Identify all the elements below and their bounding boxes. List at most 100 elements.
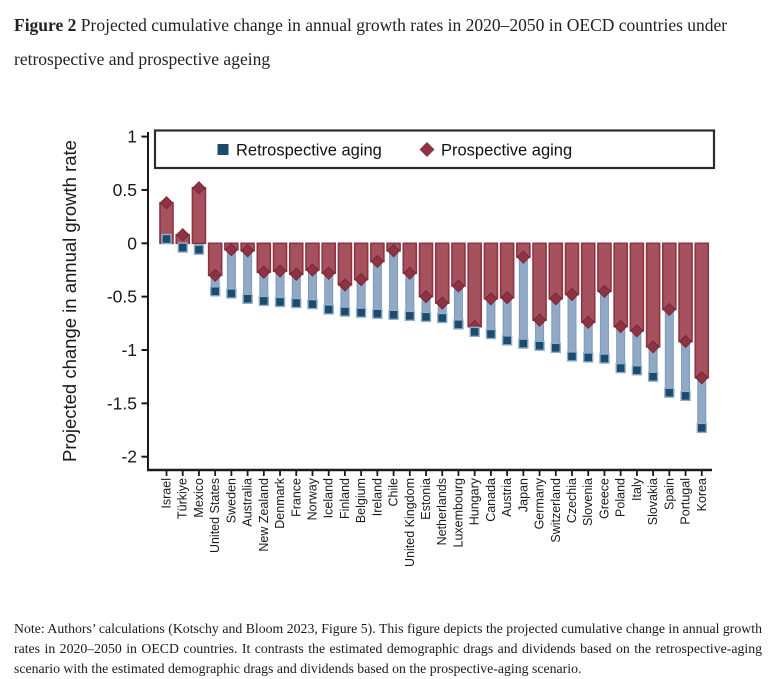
marker-netherlands-retrospective <box>437 312 448 324</box>
marker-italy-prospective <box>630 324 644 338</box>
marker-new-zealand-retrospective <box>258 295 270 307</box>
x-tick-label-mexico: Mexico <box>192 478 206 518</box>
marker-portugal-prospective <box>678 334 693 349</box>
y-tick-label: -1 <box>121 340 137 360</box>
marker-ireland-prospective <box>370 254 385 269</box>
y-tick-label: -2 <box>121 447 137 467</box>
y-tick-label: 0.5 <box>113 180 137 200</box>
marker-mexico-retrospective <box>193 244 205 255</box>
bar-estonia-prospective <box>418 242 434 298</box>
marker-poland-retrospective <box>615 362 626 374</box>
x-tick-label-hungary: Hungary <box>468 477 482 525</box>
marker-australia-prospective <box>240 244 255 258</box>
marker-canada-retrospective <box>485 328 497 340</box>
marker-netherlands-prospective <box>435 296 449 310</box>
x-tick-label-spain: Spain <box>662 478 676 510</box>
marker-norway-retrospective <box>307 298 318 310</box>
y-tick-label: 0 <box>127 233 137 253</box>
legend-box <box>153 129 716 170</box>
legend-retrospective-marker <box>217 144 229 155</box>
marker-portugal-retrospective <box>680 390 691 402</box>
y-axis-title: Projected change in annual growth rate <box>59 140 80 462</box>
marker-finland-prospective <box>338 278 352 292</box>
marker-austria-retrospective <box>501 335 513 346</box>
marker-poland-prospective <box>613 319 628 334</box>
x-tick-label-iceland: Iceland <box>322 478 336 518</box>
marker-t-rkiye-prospective <box>176 228 190 242</box>
marker-hungary-retrospective <box>469 326 480 338</box>
marker-mexico-prospective <box>192 181 206 195</box>
bar-greece-prospective <box>597 242 612 293</box>
marker-switzerland-retrospective <box>550 342 561 354</box>
bar-chart: 1 0.5 0 -0.5 -1 -1.5 -2 Projected change in ann… <box>59 127 716 567</box>
marker-spain-prospective <box>662 302 677 317</box>
x-tick-label-denmark: Denmark <box>273 477 287 528</box>
x-tick-label-australia: Australia <box>241 478 255 527</box>
marker-norway-prospective <box>305 263 320 277</box>
x-tick-label-japan: Japan <box>516 478 530 512</box>
marker-united-states-prospective <box>208 268 222 283</box>
marker-t-rkiye-retrospective <box>177 242 188 253</box>
marker-estonia-prospective <box>419 289 433 304</box>
x-tick-label-slovakia: Slovakia <box>646 478 660 525</box>
marker-france-retrospective <box>291 297 302 309</box>
x-tick-label-israel: Israel <box>160 478 174 509</box>
marker-slovenia-retrospective <box>583 352 594 363</box>
marker-israel-retrospective <box>161 233 172 245</box>
x-tick-label-slovenia: Slovenia <box>581 478 595 526</box>
figure-note: Note: Authors’ calculations (Kotschy and… <box>14 621 762 676</box>
x-tick-label-canada: Canada <box>484 478 498 522</box>
figure-caption: Figure 2 Projected cumulative change in … <box>14 8 748 76</box>
x-tick-label-luxembourg: Luxembourg <box>451 478 465 548</box>
marker-germany-prospective <box>532 313 547 327</box>
y-tick-label: -0.5 <box>107 287 137 307</box>
marker-sweden-prospective <box>224 242 239 257</box>
bar-korea-prospective <box>694 242 710 379</box>
x-tick-label-poland: Poland <box>614 478 628 517</box>
marker-ireland-retrospective <box>372 308 383 319</box>
bar-italy-prospective <box>629 242 645 332</box>
marker-luxembourg-prospective <box>451 279 466 293</box>
marker-sweden-retrospective <box>226 288 237 299</box>
bar-switzerland-prospective <box>548 242 564 300</box>
bar-mexico-prospective <box>191 187 207 245</box>
x-tick-label-ireland: Ireland <box>370 478 384 516</box>
x-tick-label-estonia: Estonia <box>419 478 433 520</box>
figure-label: Figure 2 <box>14 15 77 35</box>
marker-belgium-retrospective <box>355 307 367 318</box>
bar-portugal-prospective <box>678 242 693 343</box>
marker-united-kingdom-prospective <box>403 266 417 280</box>
figure-title-text: Projected cumulative change in annual gr… <box>14 15 728 70</box>
legend-label-prospective: Prospective aging <box>441 142 572 160</box>
x-tick-label-czechia: Czechia <box>565 478 579 523</box>
x-tick-label-switzerland: Switzerland <box>549 478 563 543</box>
x-tick-label-united-kingdom: United Kingdom <box>403 478 417 567</box>
legend-label-retrospective: Retrospective aging <box>236 142 382 160</box>
y-tick-label: 1 <box>127 127 137 147</box>
marker-germany-retrospective <box>534 340 545 351</box>
x-tick-label-portugal: Portugal <box>679 478 693 525</box>
x-tick-label-united-states: United States <box>208 478 222 553</box>
marker-italy-retrospective <box>631 365 643 376</box>
marker-slovakia-retrospective <box>647 371 659 382</box>
marker-new-zealand-prospective <box>257 265 271 279</box>
marker-greece-prospective <box>597 284 612 299</box>
x-tick-label-germany: Germany <box>533 477 547 529</box>
bar-netherlands-prospective <box>434 242 450 304</box>
marker-korea-retrospective <box>696 422 707 434</box>
marker-switzerland-prospective <box>549 292 563 306</box>
marker-luxembourg-retrospective <box>453 319 464 330</box>
x-tick-label-chile: Chile <box>387 478 401 507</box>
x-tick-label-korea: Korea <box>695 478 709 511</box>
y-tick-label: -1.5 <box>107 393 137 413</box>
x-tick-label-new-zealand: New Zealand <box>257 478 271 552</box>
x-tick-label-sweden: Sweden <box>224 478 238 523</box>
marker-iceland-prospective <box>321 266 336 280</box>
bar-slovakia-prospective <box>645 242 661 348</box>
marker-czechia-retrospective <box>566 351 578 362</box>
marker-united-states-retrospective <box>209 286 221 297</box>
marker-chile-prospective <box>386 244 401 258</box>
x-tick-label-belgium: Belgium <box>354 478 368 523</box>
marker-united-kingdom-retrospective <box>404 310 415 322</box>
marker-belgium-prospective <box>354 272 368 287</box>
